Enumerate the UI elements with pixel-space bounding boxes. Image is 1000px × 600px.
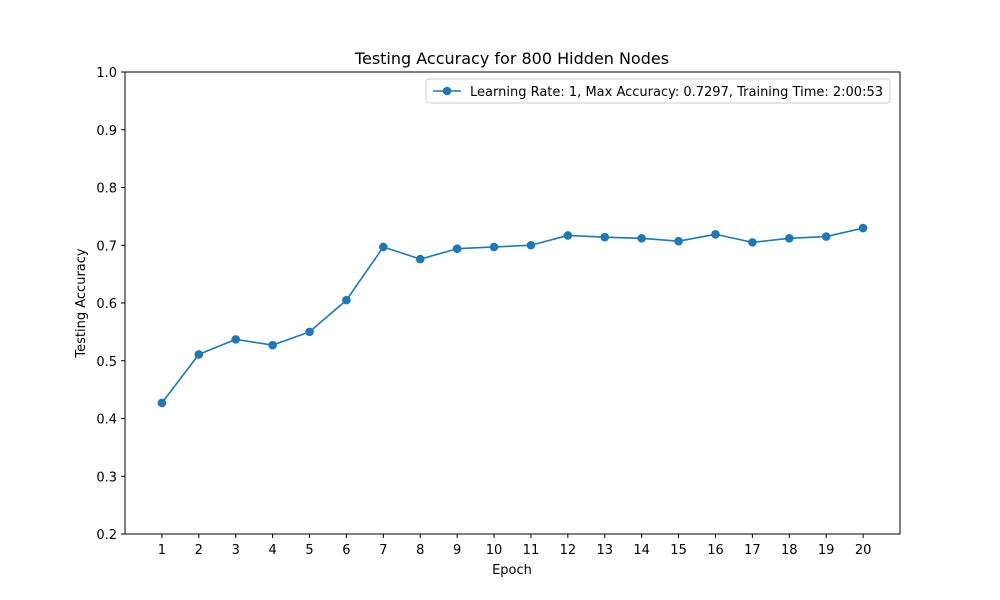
- plot-area: 0.20.30.40.50.60.70.80.91.01 2 3 4 5 6 7 8 9 10 11…: [96, 66, 901, 558]
- data-point: [674, 236, 683, 246]
- data-point: [157, 398, 167, 408]
- x-tick-label: 12: [560, 543, 577, 558]
- x-tick-label: 14: [633, 543, 650, 558]
- y-tick-label: 0.6: [96, 297, 117, 312]
- x-tick-label: 4: [268, 543, 276, 558]
- y-tick-label: 0.4: [96, 413, 117, 428]
- legend-marker-swatch: [442, 86, 452, 96]
- data-point: [342, 295, 351, 305]
- data-point: [415, 254, 425, 264]
- x-tick-label: 2: [195, 543, 203, 558]
- x-tick-label: 15: [670, 543, 687, 558]
- series-line: [161, 227, 864, 404]
- y-tick-label: 0.5: [96, 355, 117, 370]
- x-tick-label: 11: [523, 543, 540, 558]
- data-point: [526, 240, 536, 250]
- x-tick-label: 1: [158, 543, 166, 558]
- data-point: [711, 229, 720, 239]
- x-tick-label: 5: [305, 543, 313, 558]
- data-point: [637, 234, 646, 243]
- data-point: [379, 242, 388, 252]
- x-tick-label: 7: [379, 543, 387, 558]
- x-tick-label: 19: [818, 543, 835, 558]
- data-point: [748, 238, 757, 247]
- data-point: [600, 232, 610, 242]
- data-point: [305, 327, 314, 337]
- data-point: [194, 350, 204, 359]
- x-tick-label: 6: [342, 543, 350, 558]
- data-point: [489, 242, 499, 252]
- data-point: [821, 232, 831, 241]
- x-tick-label: 20: [855, 543, 872, 558]
- x-tick-label: 16: [707, 543, 724, 558]
- plot-frame: [124, 71, 901, 535]
- y-axis-title: Testing Accuracy: [74, 248, 89, 358]
- x-tick-label: 9: [453, 543, 461, 558]
- data-point: [563, 231, 573, 240]
- y-tick-label: 0.7: [96, 239, 117, 254]
- y-tick-label: 0.9: [96, 124, 117, 139]
- data-point: [231, 335, 241, 344]
- x-tick-label: 8: [416, 543, 424, 558]
- y-tick-label: 0.2: [96, 528, 117, 543]
- legend-entry-label: Learning Rate: 1, Max Accuracy: 0.7297, …: [470, 85, 883, 100]
- x-tick-label: 3: [232, 543, 240, 558]
- legend: Learning Rate: 1, Max Accuracy: 0.7297, …: [425, 78, 891, 104]
- x-tick-label: 13: [596, 543, 613, 558]
- data-point: [784, 234, 794, 243]
- data-point: [268, 340, 277, 350]
- x-axis-title: Epoch: [492, 563, 532, 578]
- x-tick-label: 17: [744, 543, 761, 558]
- y-tick-label: 0.3: [96, 470, 117, 485]
- x-tick-label: 10: [486, 543, 503, 558]
- x-tick-label: 18: [781, 543, 798, 558]
- legend-box: [425, 78, 891, 104]
- y-tick-label: 1.0: [96, 66, 117, 81]
- data-point: [858, 223, 868, 233]
- chart-title: Testing Accuracy for 800 Hidden Nodes: [354, 49, 669, 68]
- data-point: [452, 244, 462, 254]
- y-tick-label: 0.8: [96, 182, 117, 197]
